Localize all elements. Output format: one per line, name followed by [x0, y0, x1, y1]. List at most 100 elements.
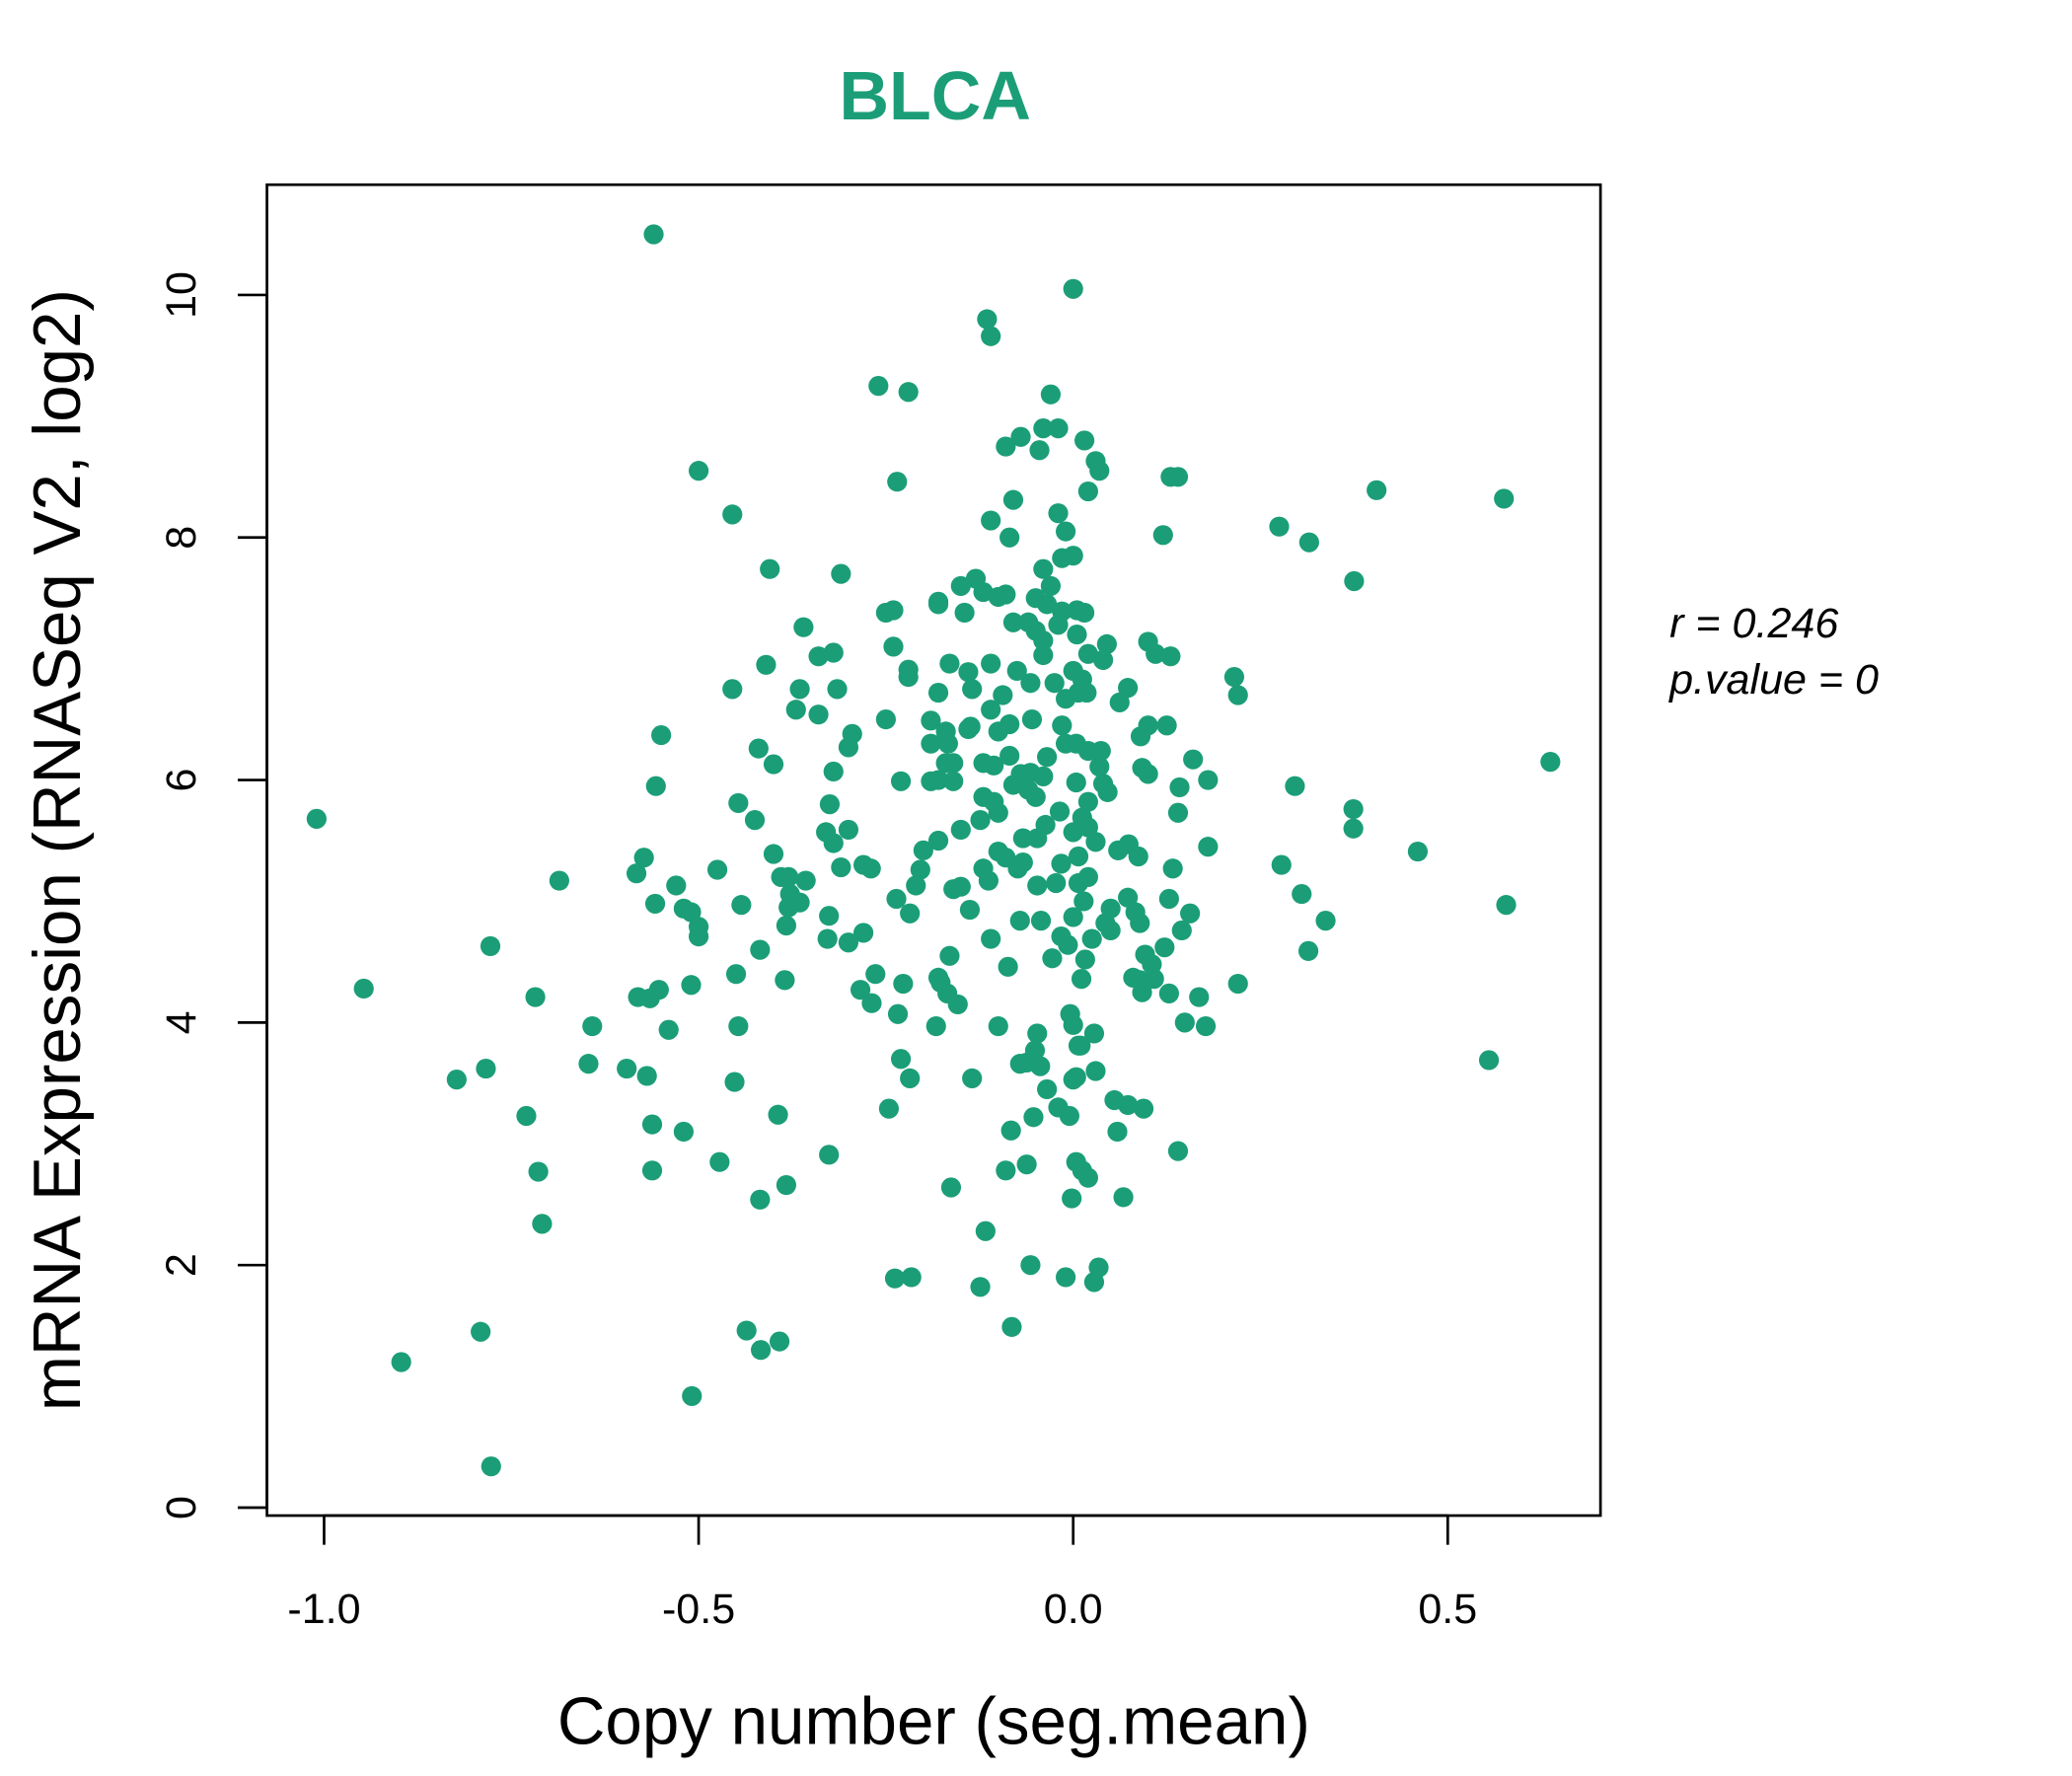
- data-point: [644, 893, 666, 915]
- data-point: [1146, 643, 1166, 664]
- x-tick-label: 0.5: [1418, 1586, 1477, 1633]
- data-point: [1056, 689, 1076, 709]
- data-point: [1063, 1014, 1083, 1035]
- data-point: [1183, 749, 1204, 770]
- data-point: [636, 1066, 657, 1086]
- data-point: [724, 1072, 745, 1092]
- y-tick-label: 2: [158, 1253, 205, 1277]
- data-point: [582, 1015, 603, 1037]
- data-point: [1109, 692, 1130, 712]
- data-point: [353, 978, 374, 999]
- data-point: [1174, 1012, 1195, 1033]
- data-point: [688, 461, 709, 481]
- data-point: [682, 1385, 703, 1407]
- data-point: [1052, 715, 1073, 736]
- data-point: [890, 771, 912, 791]
- data-point: [898, 382, 919, 403]
- data-point: [306, 808, 327, 829]
- data-point: [962, 679, 983, 700]
- data-point: [1169, 777, 1190, 798]
- data-point: [1118, 1094, 1139, 1116]
- data-point: [763, 754, 784, 775]
- data-point: [391, 1352, 411, 1372]
- data-point: [981, 653, 1001, 674]
- data-point: [861, 993, 882, 1013]
- data-point: [1002, 775, 1024, 795]
- data-point: [1023, 1107, 1044, 1128]
- data-point: [1271, 854, 1292, 875]
- data-point: [954, 602, 975, 624]
- data-point: [996, 1160, 1016, 1181]
- data-point: [1083, 1272, 1105, 1293]
- data-point: [819, 1145, 840, 1165]
- data-point: [981, 510, 1001, 531]
- data-point: [1071, 969, 1092, 990]
- x-tick-label: -0.5: [662, 1586, 735, 1633]
- data-point: [789, 679, 810, 700]
- data-point: [778, 866, 799, 887]
- data-point: [943, 753, 964, 774]
- data-point: [532, 1214, 553, 1234]
- data-point: [1068, 846, 1089, 867]
- data-point: [921, 710, 941, 731]
- data-point: [481, 1456, 501, 1477]
- plot-frame: [265, 183, 1602, 1517]
- data-point: [1077, 1167, 1098, 1188]
- data-point: [525, 987, 546, 1007]
- data-point: [645, 776, 666, 796]
- data-point: [1083, 1023, 1105, 1044]
- data-point: [831, 563, 851, 584]
- data-point: [1001, 1316, 1022, 1337]
- data-point: [725, 964, 747, 985]
- data-point: [750, 939, 771, 960]
- x-tick-label: 0.0: [1044, 1586, 1103, 1633]
- data-point: [673, 1121, 694, 1143]
- data-point: [1037, 1078, 1058, 1100]
- data-point: [748, 738, 769, 759]
- data-point: [1171, 920, 1192, 941]
- data-point: [999, 527, 1020, 548]
- data-point: [988, 802, 1008, 823]
- data-point: [769, 1331, 790, 1352]
- data-point: [1118, 678, 1139, 699]
- data-point: [1133, 1098, 1154, 1119]
- data-point: [1067, 624, 1087, 645]
- data-point: [1063, 1070, 1083, 1090]
- data-point: [1002, 489, 1024, 510]
- data-point: [838, 819, 859, 841]
- data-point: [853, 923, 874, 943]
- data-point: [1496, 895, 1517, 916]
- data-points: [306, 224, 1561, 1477]
- data-point: [1315, 911, 1336, 931]
- data-point: [1052, 601, 1073, 622]
- data-point: [728, 1015, 749, 1037]
- data-point: [1033, 766, 1054, 786]
- data-point: [1407, 841, 1429, 862]
- data-point: [750, 1340, 772, 1361]
- data-point: [1085, 832, 1106, 852]
- data-point: [860, 858, 881, 879]
- data-point: [838, 737, 859, 758]
- data-point: [1009, 911, 1030, 931]
- chart-title: BLCA: [839, 57, 1030, 134]
- data-point: [1297, 940, 1319, 961]
- data-point: [1162, 858, 1183, 879]
- data-point: [1096, 633, 1117, 655]
- data-point: [1160, 646, 1181, 667]
- y-axis: 0 2 4 6 8 10: [158, 271, 268, 1519]
- data-point: [1130, 913, 1150, 933]
- data-point: [940, 1177, 962, 1198]
- data-point: [731, 895, 752, 916]
- data-point: [865, 964, 886, 985]
- data-point: [1478, 1050, 1500, 1071]
- data-point: [978, 870, 999, 891]
- data-point: [973, 581, 994, 603]
- data-point: [471, 1321, 491, 1342]
- data-point: [446, 1070, 467, 1090]
- data-point: [927, 594, 949, 615]
- data-point: [688, 926, 709, 947]
- data-point: [768, 1104, 788, 1125]
- data-point: [984, 755, 1004, 776]
- data-point: [1132, 982, 1152, 1002]
- data-point: [1285, 776, 1305, 796]
